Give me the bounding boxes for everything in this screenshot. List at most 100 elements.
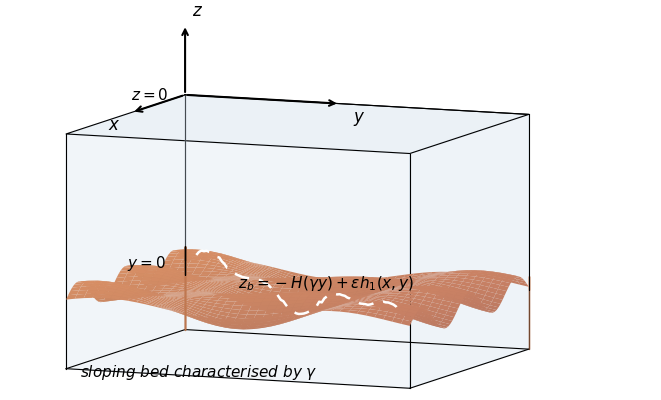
Polygon shape bbox=[246, 296, 257, 299]
Polygon shape bbox=[354, 296, 366, 298]
Polygon shape bbox=[264, 321, 275, 324]
Polygon shape bbox=[229, 309, 240, 314]
Polygon shape bbox=[307, 307, 317, 311]
Polygon shape bbox=[385, 309, 396, 313]
Polygon shape bbox=[258, 305, 268, 309]
Polygon shape bbox=[157, 272, 168, 278]
Polygon shape bbox=[250, 262, 260, 266]
Polygon shape bbox=[145, 296, 155, 297]
Polygon shape bbox=[365, 293, 375, 295]
Polygon shape bbox=[459, 299, 470, 304]
Polygon shape bbox=[442, 319, 452, 324]
Polygon shape bbox=[373, 290, 385, 293]
Polygon shape bbox=[263, 325, 274, 328]
Polygon shape bbox=[197, 278, 208, 283]
Polygon shape bbox=[440, 272, 450, 274]
Polygon shape bbox=[467, 294, 479, 298]
Polygon shape bbox=[402, 281, 413, 284]
Polygon shape bbox=[235, 300, 246, 304]
Polygon shape bbox=[215, 254, 226, 257]
Polygon shape bbox=[406, 310, 416, 314]
Polygon shape bbox=[228, 278, 239, 279]
Polygon shape bbox=[233, 328, 244, 329]
Polygon shape bbox=[242, 328, 253, 329]
Polygon shape bbox=[360, 292, 371, 296]
Polygon shape bbox=[272, 312, 283, 313]
Polygon shape bbox=[216, 294, 227, 296]
Polygon shape bbox=[493, 276, 504, 281]
Polygon shape bbox=[393, 279, 404, 280]
Polygon shape bbox=[257, 281, 268, 284]
Polygon shape bbox=[105, 298, 116, 301]
Polygon shape bbox=[447, 306, 458, 313]
Polygon shape bbox=[179, 290, 190, 292]
Polygon shape bbox=[317, 284, 328, 288]
Polygon shape bbox=[467, 273, 477, 276]
Polygon shape bbox=[443, 291, 454, 295]
Polygon shape bbox=[440, 322, 450, 326]
Polygon shape bbox=[369, 290, 379, 294]
Polygon shape bbox=[288, 319, 299, 322]
Polygon shape bbox=[116, 298, 127, 300]
Polygon shape bbox=[307, 277, 318, 278]
Polygon shape bbox=[379, 294, 390, 295]
Polygon shape bbox=[206, 252, 216, 254]
Polygon shape bbox=[208, 282, 219, 286]
Polygon shape bbox=[311, 304, 321, 308]
Polygon shape bbox=[312, 279, 323, 282]
Polygon shape bbox=[424, 274, 435, 277]
Polygon shape bbox=[236, 259, 247, 262]
Polygon shape bbox=[236, 298, 247, 302]
Polygon shape bbox=[300, 301, 311, 306]
Polygon shape bbox=[489, 283, 500, 289]
Polygon shape bbox=[438, 275, 449, 277]
Polygon shape bbox=[387, 308, 398, 314]
Polygon shape bbox=[182, 256, 194, 260]
Polygon shape bbox=[305, 280, 315, 282]
Polygon shape bbox=[352, 296, 364, 297]
Polygon shape bbox=[381, 298, 393, 302]
Polygon shape bbox=[509, 280, 520, 285]
Polygon shape bbox=[239, 259, 250, 262]
Polygon shape bbox=[281, 278, 292, 279]
Polygon shape bbox=[356, 302, 366, 303]
Polygon shape bbox=[209, 288, 219, 293]
Polygon shape bbox=[394, 286, 405, 288]
Polygon shape bbox=[173, 308, 184, 312]
Polygon shape bbox=[338, 295, 349, 297]
Polygon shape bbox=[208, 293, 218, 295]
Polygon shape bbox=[194, 275, 205, 278]
Polygon shape bbox=[282, 295, 292, 298]
Polygon shape bbox=[137, 284, 148, 288]
Polygon shape bbox=[418, 290, 429, 294]
Polygon shape bbox=[201, 307, 212, 312]
Polygon shape bbox=[393, 284, 404, 288]
Polygon shape bbox=[193, 279, 204, 284]
Polygon shape bbox=[215, 293, 226, 297]
Polygon shape bbox=[108, 282, 120, 284]
Polygon shape bbox=[149, 284, 159, 286]
Polygon shape bbox=[174, 256, 184, 260]
Polygon shape bbox=[99, 291, 110, 294]
Polygon shape bbox=[347, 298, 358, 303]
Polygon shape bbox=[350, 280, 362, 284]
Polygon shape bbox=[434, 279, 445, 282]
Polygon shape bbox=[415, 286, 426, 287]
Polygon shape bbox=[350, 291, 361, 294]
Polygon shape bbox=[168, 269, 178, 272]
Polygon shape bbox=[231, 270, 242, 273]
Polygon shape bbox=[241, 299, 252, 304]
Polygon shape bbox=[162, 279, 173, 283]
Polygon shape bbox=[176, 298, 187, 302]
Polygon shape bbox=[477, 270, 488, 272]
Polygon shape bbox=[420, 290, 432, 292]
Polygon shape bbox=[364, 277, 375, 278]
Polygon shape bbox=[194, 302, 205, 307]
Polygon shape bbox=[338, 294, 348, 295]
Polygon shape bbox=[276, 272, 287, 277]
Polygon shape bbox=[370, 280, 381, 283]
Polygon shape bbox=[358, 294, 369, 298]
Polygon shape bbox=[409, 286, 420, 289]
Polygon shape bbox=[243, 298, 254, 300]
Polygon shape bbox=[383, 287, 394, 288]
